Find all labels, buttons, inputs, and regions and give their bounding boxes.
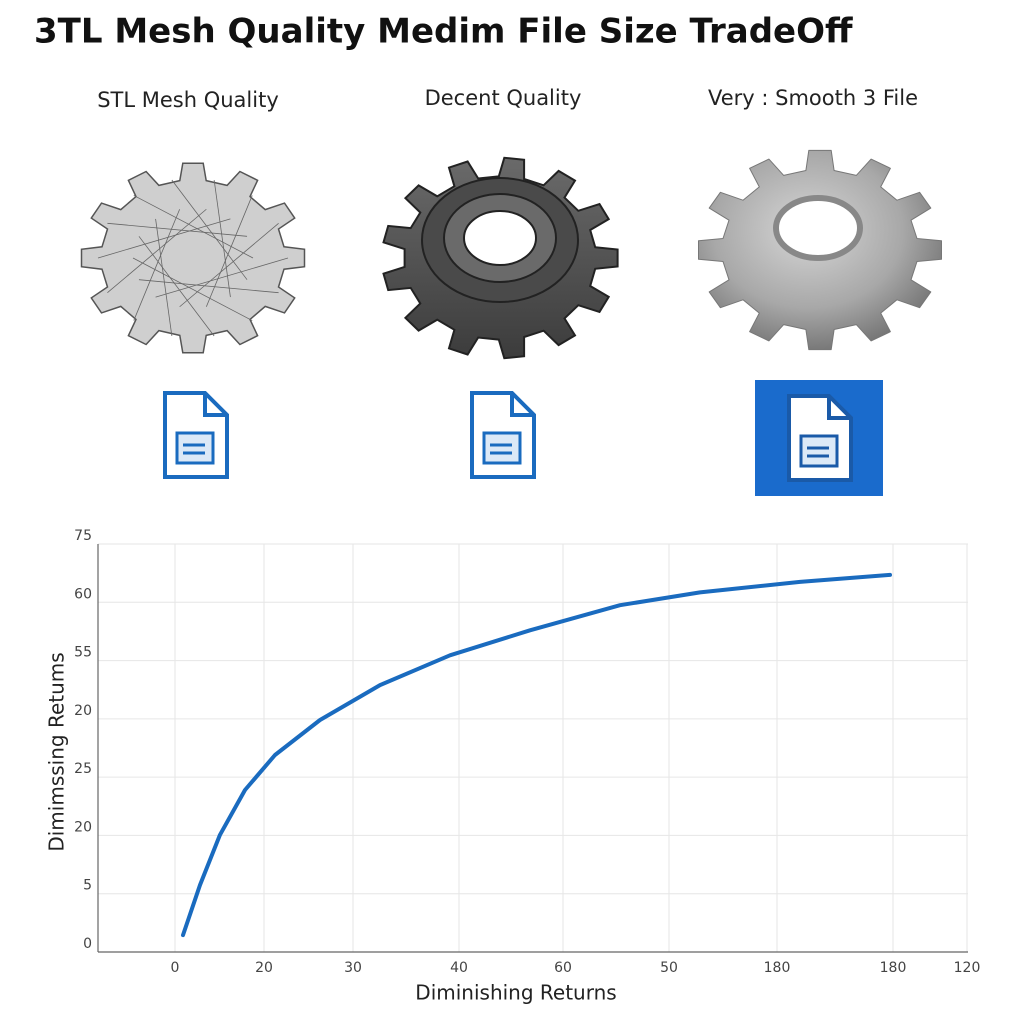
gear-images — [80, 149, 942, 360]
mesh-edge — [97, 218, 231, 259]
title: 3TL Mesh Quality Medim File Size TradeOf… — [34, 12, 853, 52]
x-tick-label: 120 — [954, 960, 981, 976]
panel-label: Decent Quality — [425, 86, 582, 110]
x-tick-label: 180 — [880, 960, 907, 976]
data-line — [181, 572, 892, 938]
x-tick-label: 180 — [764, 960, 791, 976]
panel-label: STL Mesh Quality — [97, 88, 279, 112]
x-tick-label: 20 — [255, 960, 273, 976]
y-tick-label: 5 — [83, 878, 92, 894]
mesh-edge — [133, 195, 254, 259]
panel-label: Very : Smooth 3 File — [708, 86, 918, 110]
y-tick-label: 55 — [74, 645, 92, 661]
y-tick-label: 20 — [74, 819, 92, 835]
gear-hole — [773, 195, 863, 261]
mesh-edge — [138, 279, 279, 294]
file-icon — [163, 391, 229, 479]
file-icon — [787, 394, 853, 482]
x-tick-label: 40 — [450, 960, 468, 976]
x-tick-label: 50 — [660, 960, 678, 976]
mesh-edge — [133, 209, 181, 321]
x-tick-label: 0 — [171, 960, 180, 976]
mesh-edge — [107, 222, 248, 237]
gear-hole — [463, 210, 537, 266]
x-tick-label: 60 — [554, 960, 572, 976]
mesh-edge — [107, 208, 207, 294]
y-tick-label: 60 — [74, 586, 92, 602]
y-tick-label: 25 — [74, 761, 92, 777]
mesh-edge — [155, 257, 289, 298]
file-icon — [470, 391, 536, 479]
x-tick-label: 30 — [344, 960, 362, 976]
mesh-edge — [213, 179, 231, 298]
y-axis-label: Dimimssing Retums — [45, 652, 69, 851]
x-axis-label: Diminishing Returns — [415, 981, 616, 1005]
mesh-lines — [97, 179, 289, 337]
y-tick-label: 20 — [74, 703, 92, 719]
mesh-edge — [171, 179, 248, 280]
mesh-edge — [205, 195, 253, 307]
mesh-edge — [132, 257, 253, 321]
chart: 0 5 20 25 20 55 60 75 0 20 30 40 60 50 180 180 120 Dimini… — [45, 528, 981, 1005]
y-tick-label: 0 — [83, 936, 92, 952]
mesh-edge — [155, 218, 173, 337]
mesh-edge — [138, 236, 215, 337]
y-tick-label: 75 — [74, 528, 92, 544]
mesh-edge — [179, 222, 279, 308]
